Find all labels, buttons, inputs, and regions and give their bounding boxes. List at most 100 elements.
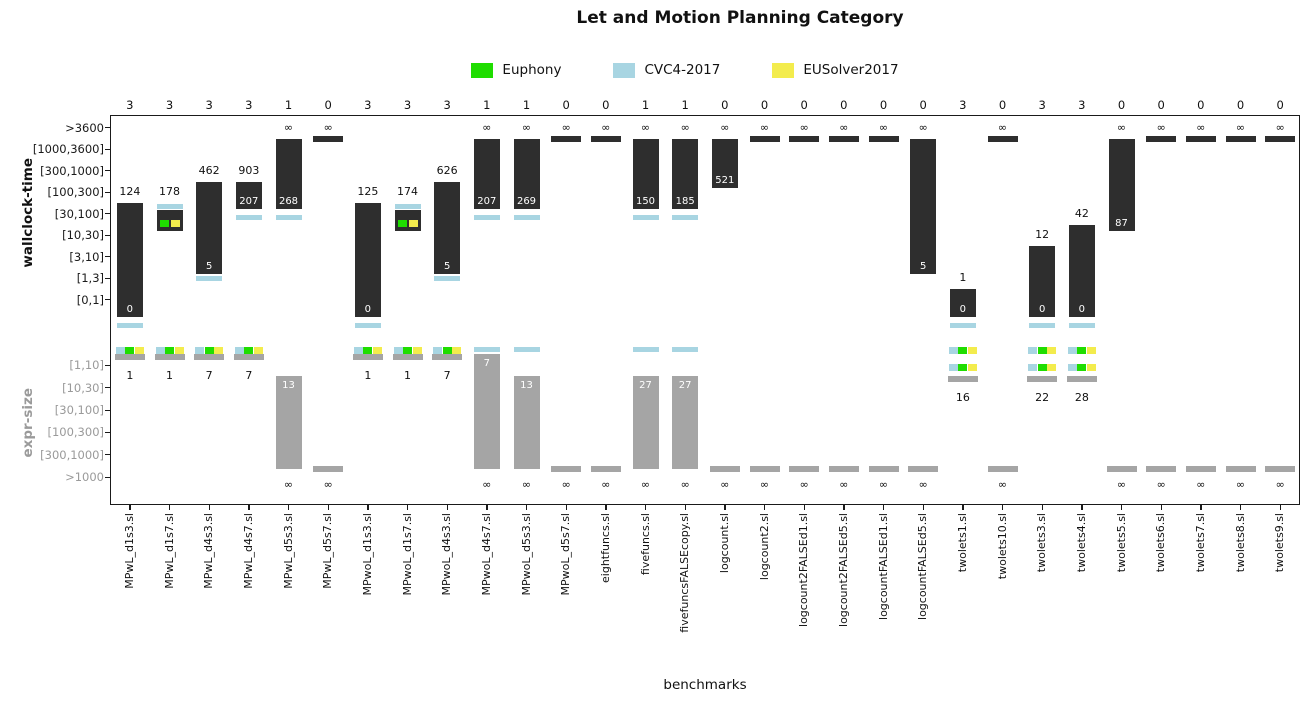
benchmark-label: MPwL_d5s7.sl (321, 513, 335, 589)
chart-title: Let and Motion Planning Category (576, 8, 904, 28)
wall-value-label: ∞ (561, 120, 571, 134)
benchmark-label: twolets3.sl (1035, 513, 1049, 573)
solved-count: 3 (364, 98, 372, 112)
solved-count: 0 (760, 98, 769, 112)
y-tick (105, 148, 110, 150)
wall-timeout-dash (987, 135, 1018, 142)
wall-inner-label: 207 (239, 196, 259, 207)
legend: Euphony CVC4-2017 EUSolver2017 (60, 62, 1310, 78)
benchmark-label: logcountFALSEd5.sl (916, 513, 930, 620)
eusolver-marker (174, 347, 184, 354)
benchmark-label: MPwoL_d5s3.sl (519, 513, 533, 596)
cvc4-marker (632, 215, 659, 220)
wall-inner-label: 87 (1115, 217, 1128, 229)
y-tick (105, 170, 110, 172)
size-dash (432, 354, 463, 360)
size-dash (114, 354, 145, 360)
size-row-label: [30,100] (54, 403, 104, 417)
benchmark-label: logcount2FALSEd5.sl (836, 513, 850, 627)
wall-value-label: 1 (959, 271, 967, 285)
legend-item: CVC4-2017 (613, 62, 720, 78)
wall-value-label: ∞ (878, 120, 889, 134)
wall-inner-label: 207 (477, 196, 497, 207)
eusolver-marker (253, 347, 263, 354)
x-tick (129, 505, 131, 510)
solved-count: 3 (165, 98, 174, 112)
size-dash (392, 354, 423, 360)
solved-count: 0 (721, 98, 729, 112)
wall-value-label: ∞ (521, 120, 532, 134)
benchmark-label: twolets6.sl (1154, 513, 1168, 573)
solved-count: 0 (840, 98, 848, 112)
cvc4-marker (156, 204, 183, 209)
size-timeout-dash (1146, 466, 1177, 472)
x-tick (1081, 505, 1083, 510)
size-row-label: [100,300] (47, 425, 104, 440)
y-tick (105, 431, 110, 434)
size-dash (1027, 376, 1058, 383)
x-tick (565, 505, 567, 510)
solved-count: 3 (1038, 98, 1046, 112)
x-tick (922, 505, 924, 510)
wall-value-label: ∞ (1235, 120, 1246, 134)
benchmark-label: MPwL_d4s7.sl (241, 513, 255, 589)
size-value-label: ∞ (1156, 478, 1166, 491)
wall-bar (1108, 138, 1135, 231)
size-row-label: >1000 (65, 470, 104, 485)
cvc4-marker (235, 215, 262, 220)
x-tick (605, 505, 607, 510)
solved-count: 0 (1117, 98, 1126, 112)
cvc4-marker (672, 347, 699, 352)
wall-inner-label: 268 (278, 196, 299, 207)
benchmark-label: logcount2FALSEd1.sl (797, 513, 811, 627)
x-tick (1200, 505, 1202, 510)
y-tick (105, 476, 110, 478)
wall-value-label: ∞ (601, 120, 611, 134)
x-tick (327, 505, 329, 510)
solved-count: 0 (998, 98, 1007, 112)
wall-bar (116, 203, 143, 317)
size-value-label: ∞ (759, 478, 770, 491)
size-value-label: ∞ (521, 478, 532, 491)
size-timeout-dash (1265, 466, 1296, 472)
solved-count: 0 (602, 98, 610, 112)
wall-value-label: ∞ (1156, 120, 1166, 134)
size-value-label: 1 (126, 369, 134, 382)
cvc4-marker (1028, 347, 1038, 354)
size-value-label: ∞ (1235, 478, 1246, 491)
wall-bar (949, 289, 976, 317)
benchmark-label: twolets5.sl (1114, 513, 1128, 573)
wall-timeout-dash (1146, 135, 1177, 142)
size-inner-label: 7 (483, 358, 491, 369)
wall-bar (711, 138, 738, 188)
wall-inner-label: 5 (443, 260, 451, 272)
solved-count: 1 (681, 98, 689, 112)
size-dash (352, 354, 383, 360)
wall-value-label: 626 (436, 163, 458, 177)
wall-bar (235, 181, 262, 209)
size-value-label: 7 (205, 369, 213, 382)
x-tick (288, 505, 290, 510)
cvc4-marker (1028, 364, 1038, 371)
wall-value-label: ∞ (759, 120, 770, 134)
legend-item: Euphony (471, 62, 561, 78)
size-value-label: ∞ (640, 478, 651, 491)
wall-value-label: ∞ (1275, 120, 1285, 134)
euphony-marker (244, 347, 254, 354)
wall-value-label: 462 (198, 163, 220, 177)
wall-row-label: [1000,3600] (32, 142, 104, 157)
wall-row-label: [1,3] (76, 271, 104, 286)
wall-timeout-dash (313, 135, 344, 142)
wall-value-label: ∞ (680, 120, 690, 134)
x-tick (1279, 505, 1281, 510)
wall-row-label: [30,100] (54, 206, 104, 221)
wall-inner-label: 5 (919, 260, 927, 272)
size-timeout-dash (908, 466, 939, 472)
euphony-marker (363, 347, 373, 354)
solved-count: 0 (324, 98, 332, 112)
size-value-label: ∞ (283, 478, 294, 491)
euphony-marker (125, 347, 135, 354)
legend-label: Euphony (502, 62, 562, 78)
euphony-marker (397, 219, 407, 227)
